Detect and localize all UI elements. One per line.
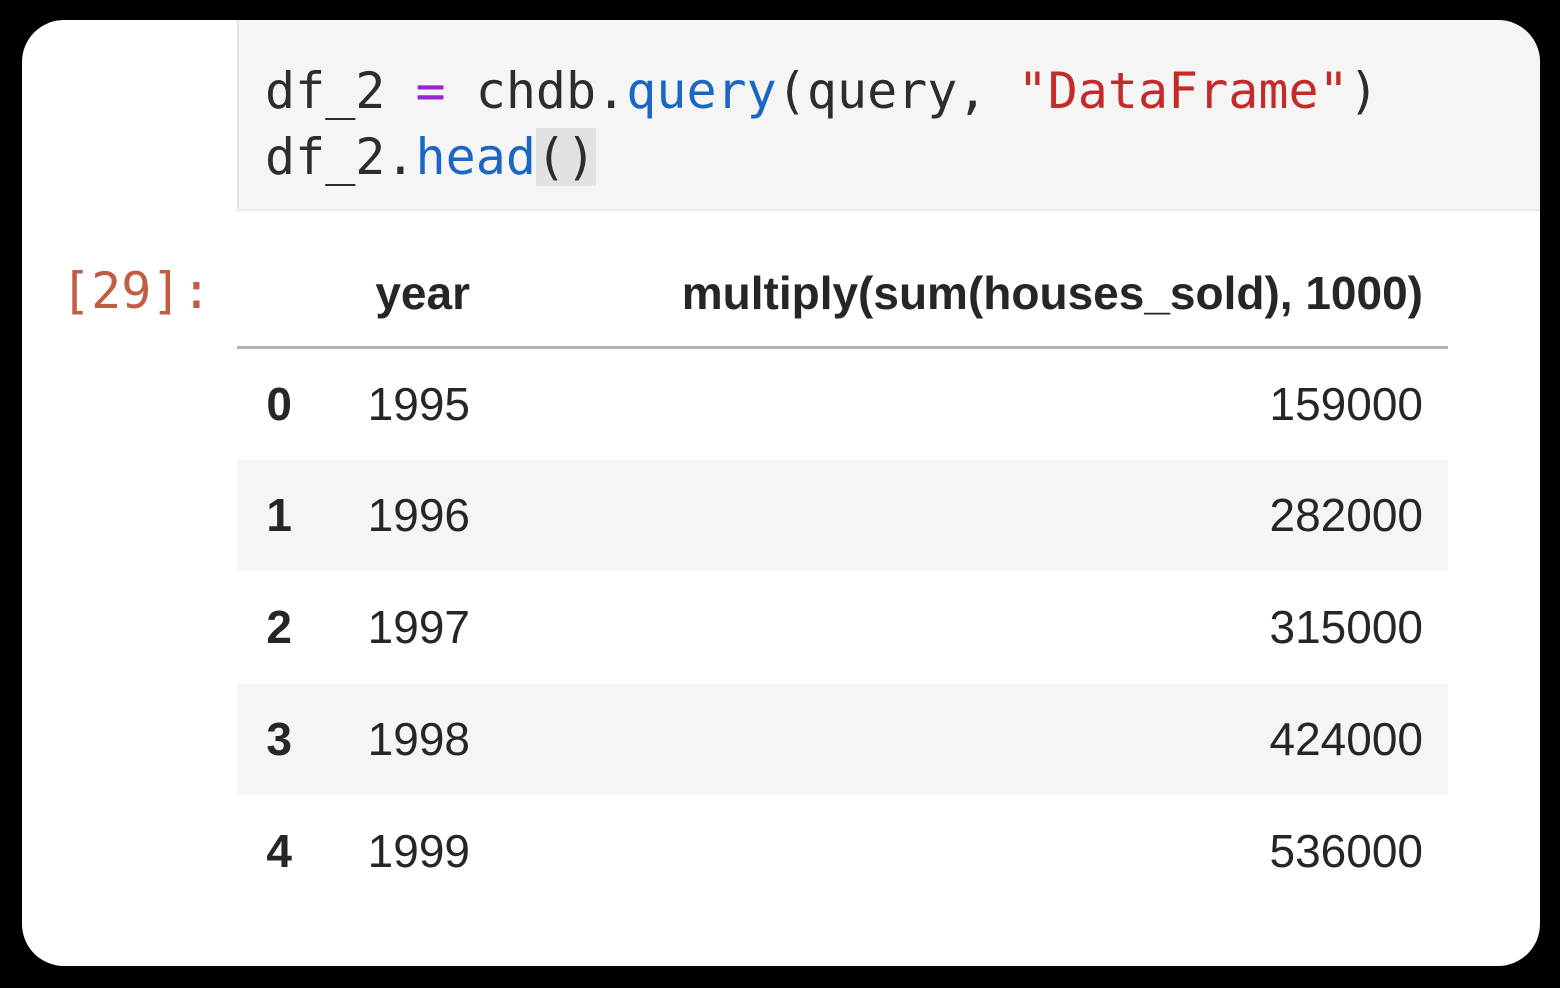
row-index: 2 [266,601,292,653]
table-header-row: year multiply(sum(houses_sold), 1000) [237,254,1448,349]
value-column-header: multiply(sum(houses_sold), 1000) [470,254,1448,349]
row-index: 1 [266,489,292,541]
code-token-bracket: () [535,128,597,186]
row-year: 1995 [367,377,470,430]
row-value: 282000 [1269,489,1424,541]
row-value: 315000 [1269,601,1424,653]
notebook-page: df_2 = chdb.query(query, "DataFrame") df… [22,20,1540,966]
code-token-text: df_2 [265,62,416,120]
code-token-function: head [415,128,536,186]
code-token-text: (query, [776,62,1018,120]
table-row: 0 1995 159000 [237,347,1448,459]
table-row: 1 1996 282000 [237,459,1448,571]
row-year: 1997 [367,601,470,653]
table-body: 0 1995 159000 1 1996 282000 2 1997 315000 3 1998 42… [237,347,1448,907]
code-cell[interactable]: df_2 = chdb.query(query, "DataFrame") df… [237,20,1540,211]
row-year: 1999 [367,825,470,877]
code-token-text: df_2. [265,128,416,186]
table-row: 3 1998 424000 [237,683,1448,795]
year-column-header: year [292,254,470,349]
code-content[interactable]: df_2 = chdb.query(query, "DataFrame") df… [239,20,1540,190]
index-column-header [237,254,292,349]
row-value: 536000 [1269,825,1424,877]
row-year: 1996 [367,489,470,541]
code-token-text: chdb. [445,62,627,120]
row-index: 4 [266,825,292,877]
code-token-operator: = [415,62,446,120]
output-prompt: [29]: [61,262,212,320]
dataframe-table: year multiply(sum(houses_sold), 1000) 0 1… [237,254,1448,907]
row-index: 0 [266,377,292,430]
row-year: 1998 [367,713,470,765]
code-token-function: query [626,62,777,120]
code-token-string: "DataFrame" [1017,62,1349,120]
row-value: 424000 [1269,713,1424,765]
code-token-text: ) [1348,62,1379,120]
table-row: 4 1999 536000 [237,795,1448,907]
table-row: 2 1997 315000 [237,571,1448,683]
row-index: 3 [266,713,292,765]
row-value: 159000 [1269,377,1424,430]
